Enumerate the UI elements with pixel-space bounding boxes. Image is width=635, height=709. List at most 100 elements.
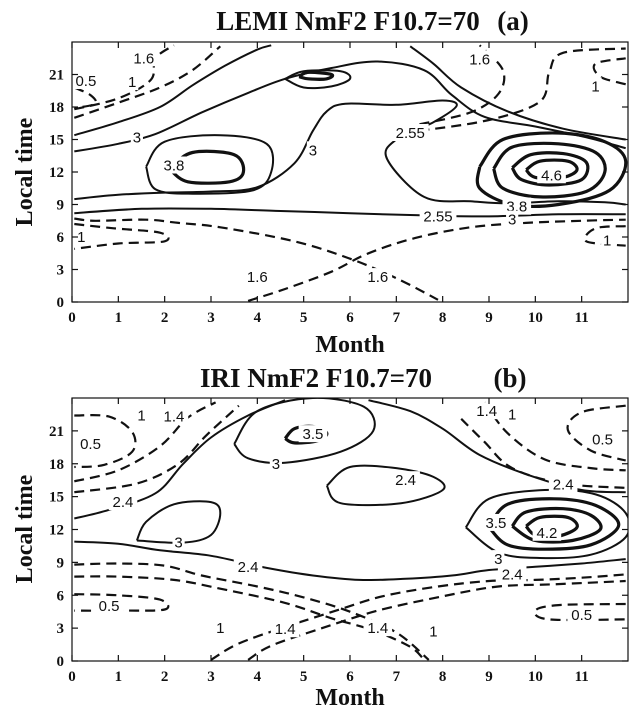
contour-label-bg <box>532 523 562 541</box>
contour-label-bg <box>159 156 189 174</box>
contour-label: 1.6 <box>367 269 388 286</box>
contour-line-3 <box>233 398 376 464</box>
contour-line-1.6 <box>247 218 626 302</box>
contour-line-2.55 <box>74 207 626 218</box>
contour-label-bg <box>537 166 566 184</box>
contour-line-1.6 <box>74 222 170 250</box>
x-tick-label: 7 <box>393 669 401 685</box>
contour-line-3.8 <box>168 149 246 185</box>
contour-label: 2.4 <box>502 566 523 583</box>
contour-label: 0.5 <box>99 598 120 615</box>
contour-label-bg <box>601 231 614 249</box>
x-tick-label: 1 <box>115 669 123 685</box>
contour-label-bg <box>502 197 532 215</box>
contour-line-2.4 <box>74 540 626 582</box>
contour-label-bg <box>306 141 320 159</box>
contour-group <box>74 398 628 661</box>
y-tick-label: 18 <box>49 100 64 116</box>
contour-line-4.2 <box>510 151 590 187</box>
contour-label-bg <box>506 405 519 423</box>
contour-label: 1.6 <box>247 269 268 286</box>
x-tick-label: 5 <box>300 310 308 326</box>
contour-line-3.5 <box>510 506 603 544</box>
y-tick-label: 12 <box>49 523 64 539</box>
contour-label: 3.5 <box>303 426 324 443</box>
contour-line-1 <box>74 401 217 483</box>
contour-label: 1 <box>77 229 85 246</box>
contour-label-bg <box>126 73 139 91</box>
contour-label-bg <box>567 605 596 623</box>
contour-label: 1.4 <box>476 403 497 420</box>
x-tick-label: 0 <box>68 669 76 685</box>
contour-label: 0.5 <box>571 607 592 624</box>
contour-label-bg <box>108 493 138 511</box>
contour-label: 3 <box>309 142 317 159</box>
contour-label: 3 <box>272 456 280 473</box>
contour-line-0.5 <box>73 86 98 110</box>
contour-label: 1.4 <box>164 409 185 426</box>
y-tick-label: 0 <box>57 654 65 670</box>
contour-label: 1 <box>508 406 516 423</box>
contour-label-bg <box>548 475 578 493</box>
contour-label-bg <box>269 454 282 472</box>
contour-label: 2.55 <box>423 208 452 225</box>
contour-label: 0.5 <box>75 73 96 90</box>
contour-line-4.6 <box>524 158 579 180</box>
x-tick-label: 3 <box>207 310 215 326</box>
contour-label: 1 <box>603 232 611 249</box>
y-tick-label: 6 <box>57 230 65 246</box>
contour-label: 2.4 <box>113 494 134 511</box>
contour-label: 3 <box>174 535 182 552</box>
contour-label: 3.5 <box>486 515 507 532</box>
contour-label-bg <box>214 619 227 637</box>
contour-label-bg <box>391 471 420 489</box>
contour-label: 1 <box>591 78 599 95</box>
contour-line-2.55 <box>74 99 626 206</box>
x-tick-label: 5 <box>300 669 308 685</box>
contour-label: 3 <box>133 129 141 146</box>
contour-line-3.8 <box>492 141 607 199</box>
x-tick-label: 9 <box>485 669 493 685</box>
contour-label-bg <box>71 72 101 89</box>
contour-label: 2.4 <box>553 477 574 494</box>
contour-line-1 <box>592 57 627 86</box>
contour-label-bg <box>130 128 143 146</box>
contour-label: 2.55 <box>396 125 425 142</box>
x-tick-label: 6 <box>346 669 354 685</box>
contour-label: 1.6 <box>133 50 154 67</box>
contour-line-3 <box>135 500 222 544</box>
y-tick-label: 18 <box>49 457 64 473</box>
contour-label-bg <box>465 50 495 68</box>
y-axis-label: Local time <box>12 117 38 226</box>
y-tick-label: 15 <box>49 133 64 149</box>
contour-line-1.6 <box>419 44 506 126</box>
contour-label: 4.2 <box>536 525 557 542</box>
x-tick-label: 6 <box>346 310 354 326</box>
contour-label-bg <box>472 402 501 420</box>
contour-label-bg <box>497 565 527 583</box>
contour-line-1.4 <box>74 562 430 661</box>
contour-label: 1.4 <box>367 620 388 637</box>
contour-line-3.8 <box>298 70 335 81</box>
contour-label-bg <box>270 620 300 638</box>
contour-label-bg <box>588 430 617 448</box>
x-axis-label: Month <box>315 685 384 709</box>
contour-line-1 <box>483 401 626 472</box>
contour-line-3 <box>475 131 628 208</box>
contour-label: 1 <box>429 623 437 640</box>
contour-line-3 <box>464 488 628 560</box>
y-tick-label: 12 <box>49 165 64 181</box>
chart-panel-b: IRI NmF2 F10.7=70 (b)1 1.40.52.433.532.42.… <box>12 363 629 709</box>
contour-label-bg <box>481 513 511 531</box>
x-tick-label: 10 <box>528 669 543 685</box>
contour-label: 2.4 <box>238 559 259 576</box>
contour-line-1.6 <box>74 44 272 137</box>
contour-line-1 <box>419 47 626 132</box>
x-tick-label: 7 <box>393 310 401 326</box>
contour-label: 1 <box>137 408 145 425</box>
y-tick-label: 21 <box>49 68 64 84</box>
x-tick-label: 4 <box>254 669 262 685</box>
contour-label-bg <box>363 619 393 637</box>
x-tick-label: 2 <box>161 310 169 326</box>
